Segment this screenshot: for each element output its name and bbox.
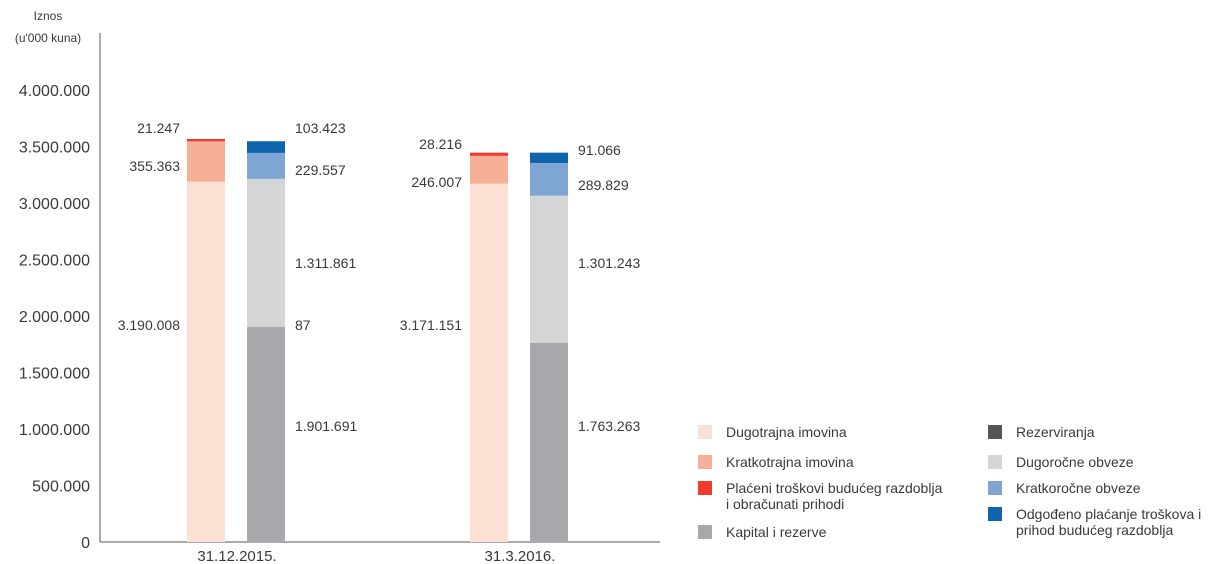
bar-segment-dugorocne-obveze bbox=[247, 178, 285, 328]
legend-label: Dugoročne obveze bbox=[1016, 454, 1134, 470]
y-tick-label: 1.500.000 bbox=[19, 366, 90, 383]
legend-item-odgo-eno-placanje-troskova-i-prihod-buduceg-razdoblja: Odgođeno plaćanje troškova i prihod budu… bbox=[988, 506, 1201, 538]
data-label: 87 bbox=[295, 317, 311, 333]
chart-legend: Dugotrajna imovina Kratkotrajna imovina Pl… bbox=[698, 424, 1218, 564]
data-label: 3.171.151 bbox=[400, 317, 462, 333]
legend-item-rezerviranja: Rezerviranja bbox=[988, 424, 1095, 440]
bar-segment-odgo-eno-placanje-troskova-i-prihod-buduceg-razdoblja bbox=[247, 141, 285, 153]
legend-item-kratkotrajna-imovina: Kratkotrajna imovina bbox=[698, 454, 854, 470]
legend-item-kratkorocne-obveze: Kratkoročne obveze bbox=[988, 480, 1141, 496]
legend-item-dugorocne-obveze: Dugoročne obveze bbox=[988, 454, 1134, 470]
data-label: 103.423 bbox=[295, 120, 346, 136]
data-label: 3.190.008 bbox=[118, 317, 180, 333]
data-label: 1.901.691 bbox=[295, 418, 357, 434]
y-tick-label: 2.000.000 bbox=[19, 309, 90, 326]
legend-item-dugotrajna-imovina: Dugotrajna imovina bbox=[698, 424, 847, 440]
legend-swatch bbox=[698, 525, 712, 539]
data-label: 1.311.861 bbox=[295, 255, 356, 271]
legend-swatch bbox=[698, 425, 712, 439]
data-label: 355.363 bbox=[129, 158, 180, 174]
data-label: 246.007 bbox=[411, 174, 462, 190]
legend-label: Kratkoročne obveze bbox=[1016, 480, 1141, 496]
legend-label: Kratkotrajna imovina bbox=[726, 454, 854, 470]
x-category-label: 31.3.2016. bbox=[485, 548, 556, 563]
y-tick-label: 500.000 bbox=[32, 479, 90, 496]
x-category-label: 31.12.2015. bbox=[197, 548, 276, 563]
legend-label: Dugotrajna imovina bbox=[726, 424, 847, 440]
y-axis-title-line: Iznos bbox=[34, 9, 63, 23]
bar-segment-kapital-i-rezerve bbox=[530, 342, 568, 542]
y-tick-label: 3.000.000 bbox=[19, 196, 90, 213]
data-label: 289.829 bbox=[578, 177, 629, 193]
legend-swatch bbox=[988, 425, 1002, 439]
data-label: 28.216 bbox=[419, 136, 462, 152]
bar-segment-kratkotrajna-imovina bbox=[470, 155, 508, 184]
bar-segment-kratkorocne-obveze bbox=[247, 152, 285, 179]
bar-segment-placeni-troskovi-buduceg-razdoblja-i-obracunati-prihodi bbox=[470, 152, 508, 156]
legend-label: Kapital i rezerve bbox=[726, 524, 827, 540]
bar-segment-dugotrajna-imovina bbox=[470, 183, 508, 542]
y-tick-label: 1.000.000 bbox=[19, 422, 90, 439]
data-label: 229.557 bbox=[295, 162, 346, 178]
legend-swatch bbox=[698, 481, 712, 495]
bar-segment-kratkorocne-obveze bbox=[530, 162, 568, 196]
data-label: 91.066 bbox=[578, 142, 621, 158]
data-label: 21.247 bbox=[137, 120, 180, 136]
legend-swatch bbox=[988, 481, 1002, 495]
legend-label: Odgođeno plaćanje troškova i prihod budu… bbox=[1016, 506, 1202, 538]
data-label: 1.301.243 bbox=[578, 255, 640, 271]
legend-label: Plaćeni troškovi budućeg razdoblja i obr… bbox=[726, 480, 943, 512]
legend-swatch bbox=[988, 455, 1002, 469]
data-label: 1.763.263 bbox=[578, 418, 640, 434]
legend-item-kapital-i-rezerve: Kapital i rezerve bbox=[698, 524, 826, 540]
bar-segment-dugorocne-obveze bbox=[530, 195, 568, 343]
bar-segment-dugotrajna-imovina bbox=[187, 181, 225, 542]
bar-segment-kapital-i-rezerve bbox=[247, 327, 285, 542]
y-tick-label: 4.000.000 bbox=[19, 83, 90, 100]
bar-segment-odgo-eno-placanje-troskova-i-prihod-buduceg-razdoblja bbox=[530, 152, 568, 163]
bar-segment-placeni-troskovi-buduceg-razdoblja-i-obracunati-prihodi bbox=[187, 138, 225, 142]
y-tick-label: 0 bbox=[81, 535, 90, 552]
y-tick-label: 2.500.000 bbox=[19, 253, 90, 270]
y-tick-label: 3.500.000 bbox=[19, 140, 90, 157]
legend-item-placeni-troskovi-buduceg-razdoblja-i-obracunati-prihodi: Plaćeni troškovi budućeg razdoblja i obr… bbox=[698, 480, 942, 512]
legend-swatch bbox=[698, 455, 712, 469]
bar-segment-kratkotrajna-imovina bbox=[187, 141, 225, 182]
legend-label: Rezerviranja bbox=[1016, 424, 1095, 440]
y-axis-title-line: (u'000 kuna) bbox=[15, 31, 81, 45]
legend-swatch bbox=[988, 507, 1002, 521]
